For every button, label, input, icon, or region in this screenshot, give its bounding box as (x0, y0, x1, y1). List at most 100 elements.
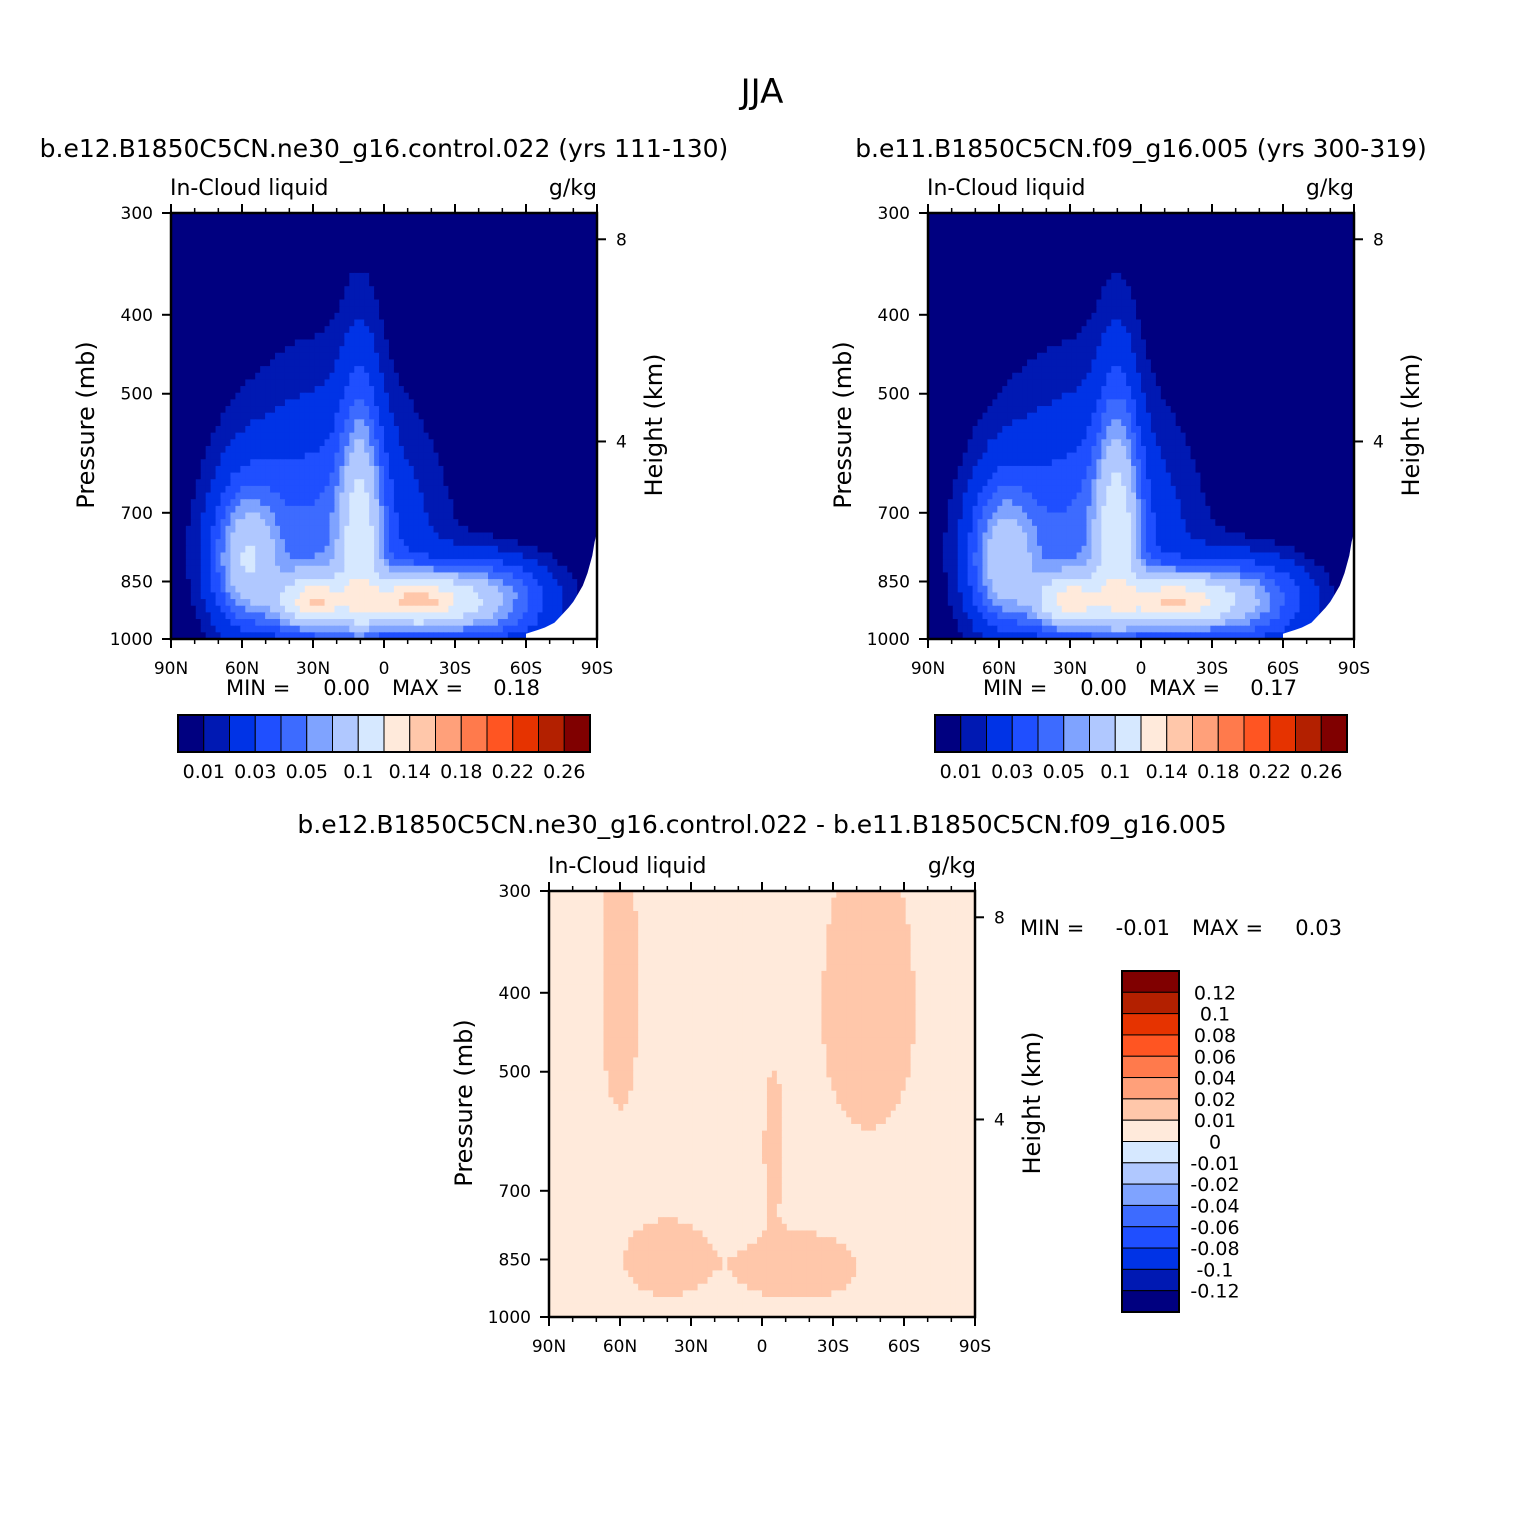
contour-cell (393, 359, 400, 367)
contour-cell (388, 246, 395, 254)
contour-cell (542, 219, 549, 227)
contour-cell (289, 519, 296, 527)
contour-cell (497, 525, 504, 534)
contour-cell (171, 479, 177, 487)
contour-cell (314, 525, 321, 534)
contour-cell (463, 239, 469, 247)
contour-cell (463, 485, 469, 494)
contour-cell (374, 565, 380, 574)
contour-cell (552, 559, 558, 567)
contour-cell (299, 539, 306, 547)
contour-cell (572, 499, 578, 507)
contour-cell (255, 479, 261, 487)
contour-cell (319, 485, 326, 494)
contour-cell (200, 592, 207, 600)
contour-cell (230, 465, 236, 474)
contour-cell (502, 379, 509, 387)
contour-cell (562, 565, 568, 574)
contour-cell (552, 412, 558, 420)
contour-cell (512, 579, 519, 587)
contour-cell (492, 585, 499, 594)
contour-cell (205, 279, 212, 287)
contour-cell (527, 585, 534, 594)
contour-cell (190, 286, 197, 294)
contour-cell (497, 445, 504, 454)
contour-cell (527, 545, 534, 554)
contour-cell (245, 359, 251, 367)
contour-cell (577, 579, 583, 587)
contour-cell (319, 426, 326, 434)
contour-cell (478, 399, 484, 407)
contour-cell (205, 445, 212, 454)
contour-cell (374, 386, 380, 394)
contour-cell (522, 519, 529, 527)
contour-cell (190, 426, 197, 434)
contour-cell (324, 412, 331, 420)
contour-cell (567, 552, 573, 560)
contour-cell (210, 239, 217, 247)
contour-cell (492, 359, 499, 367)
contour-cell (359, 292, 365, 301)
contour-cell (502, 219, 509, 227)
contour-cell (537, 459, 544, 467)
contour-cell (334, 572, 341, 580)
contour-cell (260, 505, 266, 514)
contour-cell (314, 445, 321, 454)
contour-cell (453, 279, 459, 287)
contour-cell (478, 299, 484, 307)
contour-cell (492, 279, 499, 287)
contour-cell (507, 339, 514, 347)
contour-cell (324, 352, 331, 361)
contour-cell (319, 359, 326, 367)
contour-cell (195, 452, 202, 460)
contour-cell (329, 292, 336, 301)
contour-cell (567, 492, 573, 500)
contour-cell (230, 312, 236, 321)
contour-cell (522, 499, 529, 507)
contour-cell (562, 419, 568, 427)
contour-cell (458, 426, 464, 434)
contour-cell (265, 219, 271, 227)
contour-cell (255, 585, 261, 594)
contour-cell (582, 479, 588, 487)
contour-cell (473, 339, 479, 347)
contour-cell (497, 392, 504, 400)
contour-cell (250, 312, 256, 321)
contour-cell (403, 426, 410, 434)
contour-cell (572, 505, 578, 514)
contour-cell (240, 552, 246, 560)
contour-cell (270, 359, 276, 367)
contour-cell (215, 312, 222, 321)
contour-cell (483, 572, 489, 580)
contour-cell (205, 545, 212, 554)
contour-cell (364, 579, 370, 587)
contour-cell (522, 426, 529, 434)
contour-cell (572, 326, 578, 334)
contour-cell (418, 465, 425, 474)
contour-cell (473, 505, 479, 514)
contour-cell (344, 332, 350, 341)
contour-cell (532, 266, 539, 274)
contour-cell (329, 372, 336, 381)
contour-cell (483, 505, 489, 514)
contour-cell (284, 406, 291, 414)
contour-cell (255, 439, 261, 447)
contour-cell (463, 359, 469, 367)
contour-cell (354, 459, 360, 467)
contour-cell (592, 519, 598, 527)
contour-cell (339, 479, 345, 487)
contour-cell (468, 292, 474, 301)
contour-cell (547, 492, 554, 500)
contour-cell (522, 505, 529, 514)
contour-cell (250, 572, 256, 580)
contour-cell (463, 559, 469, 567)
contour-cell (220, 499, 227, 507)
contour-cell (408, 439, 415, 447)
contour-cell (215, 592, 222, 600)
contour-cell (339, 472, 345, 480)
contour-cell (260, 246, 266, 254)
contour-cell (185, 312, 192, 321)
contour-cell (488, 445, 494, 454)
contour-cell (438, 352, 445, 361)
contour-cell (428, 412, 435, 420)
